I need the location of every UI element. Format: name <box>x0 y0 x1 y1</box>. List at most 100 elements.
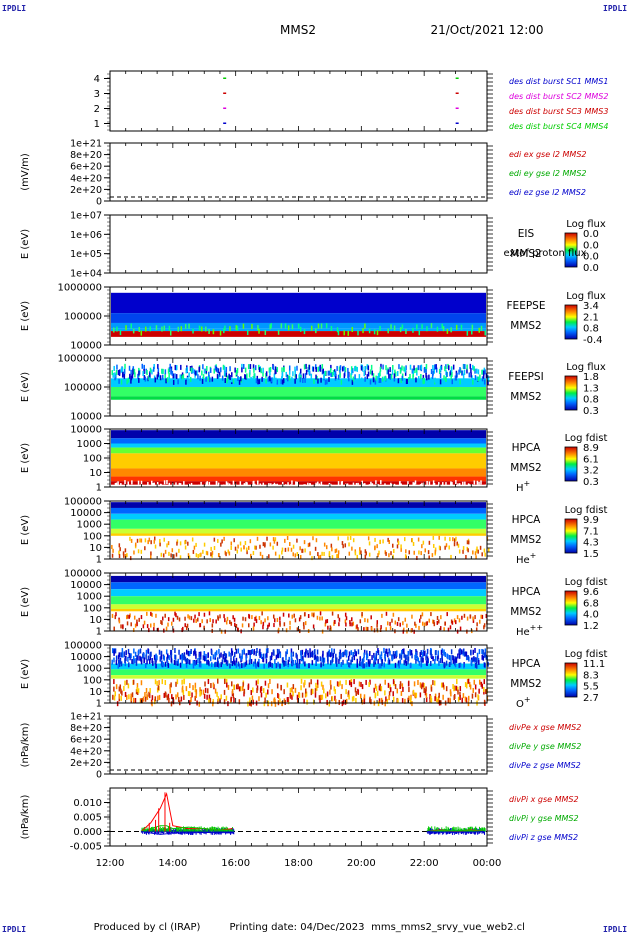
spectrogram-speckle <box>271 377 274 383</box>
spectrogram-speckle <box>430 660 432 666</box>
y-tick-label: 100000 <box>64 312 102 323</box>
spectrogram-speckle <box>262 656 264 662</box>
spectrogram-speckle <box>388 553 390 558</box>
spectrogram-speckle <box>326 699 328 705</box>
spectrogram-speckle <box>194 649 196 655</box>
spectrogram-speckle <box>404 654 407 660</box>
spectrogram-speckle <box>138 617 140 622</box>
spectrogram-speckle <box>197 658 199 664</box>
spectrogram-speckle <box>442 482 444 487</box>
spectrogram-speckle <box>261 376 263 382</box>
spectrogram-speckle <box>291 694 293 700</box>
spectrogram-speckle <box>188 555 191 560</box>
spectrogram-speckle <box>118 543 121 548</box>
spectrogram-speckle <box>225 366 228 372</box>
spectrogram-speckle <box>224 370 226 376</box>
y-tick-label: 1000000 <box>57 283 102 294</box>
spectrogram-speckle <box>328 551 331 556</box>
spectrogram-speckle <box>160 552 163 557</box>
spectrogram-speckle <box>185 686 188 692</box>
spectrogram-speckle <box>225 659 228 665</box>
y-tick-label: 10000 <box>70 425 102 436</box>
spectrogram-speckle <box>119 330 122 336</box>
spectrogram-speckle <box>187 553 190 558</box>
spectrogram-speckle <box>373 661 375 667</box>
spectrogram-speckle <box>320 695 323 701</box>
spectrogram-speckle <box>345 622 347 627</box>
spectrogram-speckle <box>147 482 149 487</box>
spectrogram-speckle <box>358 681 361 687</box>
spectrogram-speckle <box>472 657 474 663</box>
spectrogram-speckle <box>251 615 253 620</box>
spectrogram-speckle <box>441 648 444 654</box>
spectrogram-speckle <box>321 364 324 370</box>
spectrogram-speckle <box>225 695 228 701</box>
spectrogram-speckle <box>226 661 229 667</box>
spectrogram-speckle <box>205 656 207 662</box>
spectrogram-speckle <box>481 369 483 375</box>
spectrogram-speckle <box>393 325 396 331</box>
spectrogram-speckle <box>294 553 297 558</box>
spectrogram-speckle <box>260 620 262 625</box>
spectrogram-speckle <box>214 652 216 658</box>
spectrogram-speckle <box>261 554 264 559</box>
spectrogram-speckle <box>423 687 425 693</box>
spectrogram-speckle <box>480 614 482 619</box>
spectrogram-speckle <box>479 374 481 380</box>
spectrogram-speckle <box>175 365 178 371</box>
spectrogram-speckle <box>221 375 224 381</box>
spectrogram-speckle <box>179 555 182 560</box>
spectrogram-speckle <box>472 616 474 621</box>
spectrogram-speckle <box>387 657 390 663</box>
spectrogram-speckle <box>318 483 321 488</box>
spectrogram-speckle <box>323 542 326 547</box>
spectrogram-speckle <box>459 379 461 385</box>
spectrogram-speckle <box>458 483 461 488</box>
spectrogram-speckle <box>437 654 439 660</box>
spectrogram-speckle <box>348 651 351 657</box>
spectrogram-speckle <box>445 364 447 370</box>
spectrogram-speckle <box>144 663 147 669</box>
spectrogram-speckle <box>207 688 209 694</box>
colorbar-tick-label: 0.8 <box>583 324 599 335</box>
spectrogram-speckle <box>184 616 186 621</box>
spectrogram-speckle <box>228 483 231 488</box>
spectrogram-speckle <box>299 659 301 665</box>
spectrogram-speckle <box>255 619 258 624</box>
spectrogram-speckle <box>229 375 231 381</box>
spectrogram-speckle <box>134 372 136 378</box>
spectrogram-speckle <box>434 693 437 699</box>
spectrogram-speckle <box>472 618 475 623</box>
spectrogram-speckle <box>272 614 275 619</box>
spectrogram-speckle <box>429 697 431 703</box>
spectrogram-speckle <box>323 657 326 663</box>
spectrogram-speckle <box>470 649 472 655</box>
spectrogram-speckle <box>442 694 444 700</box>
spectrogram-speckle <box>291 687 293 693</box>
spectrogram-speckle <box>262 485 264 490</box>
spectrogram-speckle <box>369 679 371 685</box>
spectrogram-speckle <box>337 330 340 336</box>
spectrogram-speckle <box>237 376 239 382</box>
spectrogram-speckle <box>194 687 197 693</box>
spectrogram-speckle <box>338 658 340 664</box>
spectrogram-speckle <box>256 687 258 693</box>
spectrogram-speckle <box>331 555 334 560</box>
spectrogram-speckle <box>323 551 325 556</box>
spectrogram-speckle <box>390 551 392 556</box>
spectrogram-speckle <box>310 325 313 331</box>
spectrogram-speckle <box>184 656 187 662</box>
spectrogram-speckle <box>142 696 145 702</box>
spectrogram-speckle <box>340 379 343 385</box>
spectrogram-speckle <box>268 554 270 559</box>
spectrogram-speckle <box>238 686 241 692</box>
y-tick-label: 4e+20 <box>70 173 102 184</box>
spectrogram-speckle <box>262 371 264 377</box>
spectrogram-speckle <box>205 368 208 374</box>
spectrogram-speckle <box>470 661 473 667</box>
spectrogram-speckle <box>430 612 432 617</box>
spectrogram-speckle <box>301 548 304 553</box>
spectrogram-speckle <box>465 697 468 703</box>
spectrogram-speckle <box>244 617 247 622</box>
